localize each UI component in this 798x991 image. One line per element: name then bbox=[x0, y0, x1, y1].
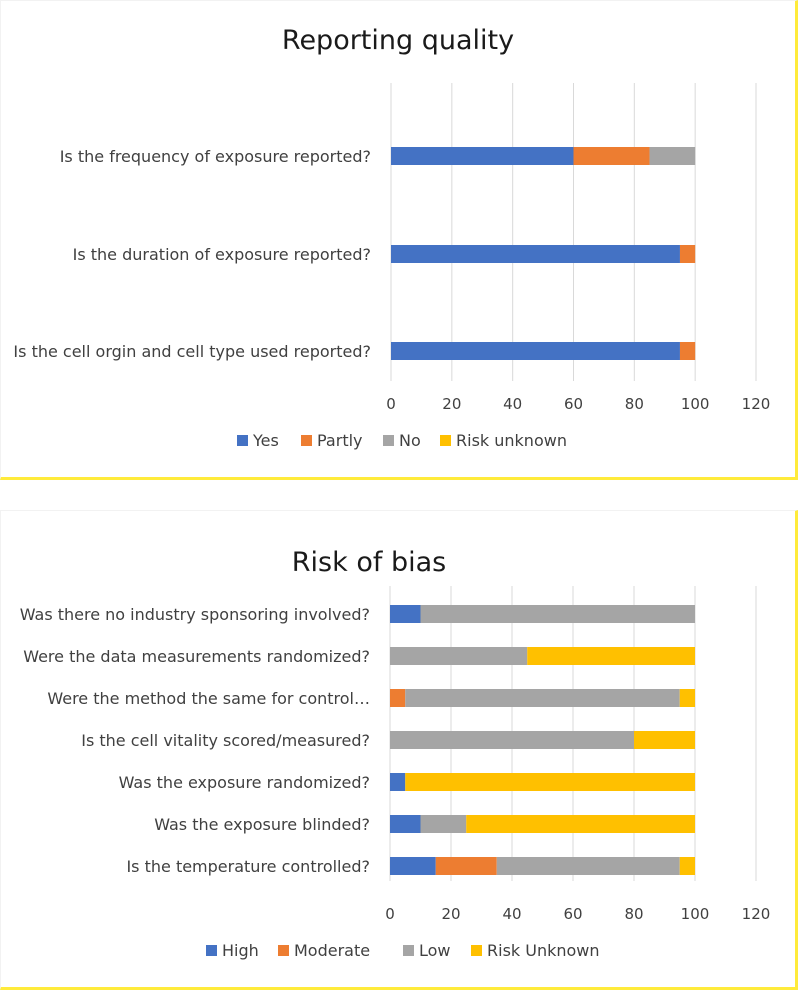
legend-swatch bbox=[301, 435, 312, 446]
risk-of-bias-chart: Risk of bias Was there no industry spons… bbox=[20, 547, 771, 960]
x-tick-label: 40 bbox=[503, 395, 522, 413]
x-tick-label: 60 bbox=[563, 905, 582, 923]
bar-segment bbox=[405, 773, 695, 791]
bar-segment bbox=[573, 147, 650, 165]
legend-swatch bbox=[206, 945, 217, 956]
bar-segment bbox=[390, 689, 406, 707]
bar-segment bbox=[679, 245, 696, 263]
bar-segment bbox=[391, 147, 574, 165]
bar-segment bbox=[390, 605, 421, 623]
legend-swatch bbox=[383, 435, 394, 446]
category-label: Was the exposure blinded? bbox=[154, 815, 370, 834]
bar-segment bbox=[391, 342, 680, 360]
legend-swatch bbox=[278, 945, 289, 956]
legend-label: Moderate bbox=[294, 941, 370, 960]
category-label: Was there no industry sponsoring involve… bbox=[20, 605, 370, 624]
bar-segment bbox=[420, 605, 695, 623]
category-label: Is the frequency of exposure reported? bbox=[60, 147, 371, 166]
legend-label: Partly bbox=[317, 431, 363, 450]
bar-segment bbox=[390, 857, 436, 875]
x-tick-label: 120 bbox=[742, 905, 771, 923]
legend-label: No bbox=[399, 431, 421, 450]
x-tick-label: 60 bbox=[564, 395, 583, 413]
chart-title: Reporting quality bbox=[282, 25, 514, 56]
category-label: Is the duration of exposure reported? bbox=[73, 245, 371, 264]
x-tick-label: 80 bbox=[624, 905, 643, 923]
legend-label: Risk Unknown bbox=[487, 941, 600, 960]
x-tick-label: 20 bbox=[441, 905, 460, 923]
category-label: Were the method the same for control… bbox=[47, 689, 370, 708]
x-tick-label: 0 bbox=[386, 395, 396, 413]
bar-segment bbox=[390, 773, 406, 791]
bar-segment bbox=[390, 731, 634, 749]
x-tick-label: 120 bbox=[742, 395, 771, 413]
bar-segment bbox=[527, 647, 695, 665]
bar-segment bbox=[405, 689, 680, 707]
bar-segment bbox=[679, 689, 695, 707]
bar-segment bbox=[391, 245, 680, 263]
category-label: Were the data measurements randomized? bbox=[23, 647, 370, 666]
bar-segment bbox=[679, 342, 696, 360]
x-tick-label: 20 bbox=[442, 395, 461, 413]
bar-segment bbox=[496, 857, 680, 875]
bar-segment bbox=[634, 731, 695, 749]
legend-label: High bbox=[222, 941, 259, 960]
reporting-quality-chart: Reporting quality Is the frequency of ex… bbox=[13, 25, 771, 450]
legend-swatch bbox=[237, 435, 248, 446]
category-label: Is the cell vitality scored/measured? bbox=[81, 731, 370, 750]
reporting-quality-chart-panel: Reporting quality Is the frequency of ex… bbox=[0, 0, 798, 480]
category-label: Is the temperature controlled? bbox=[126, 857, 370, 876]
legend-swatch bbox=[440, 435, 451, 446]
x-tick-label: 0 bbox=[385, 905, 395, 923]
legend-label: Risk unknown bbox=[456, 431, 567, 450]
x-tick-label: 100 bbox=[681, 905, 710, 923]
bar-segment bbox=[390, 647, 528, 665]
category-label: Is the cell orgin and cell type used rep… bbox=[13, 342, 371, 361]
x-tick-label: 80 bbox=[625, 395, 644, 413]
x-tick-label: 100 bbox=[681, 395, 710, 413]
x-tick-label: 40 bbox=[502, 905, 521, 923]
legend-label: Low bbox=[419, 941, 451, 960]
legend-label: Yes bbox=[252, 431, 279, 450]
bar-segment bbox=[679, 857, 695, 875]
bar-segment bbox=[466, 815, 695, 833]
legend-swatch bbox=[471, 945, 482, 956]
risk-of-bias-chart-panel: Risk of bias Was there no industry spons… bbox=[0, 510, 798, 990]
chart-title: Risk of bias bbox=[292, 547, 446, 578]
category-label: Was the exposure randomized? bbox=[119, 773, 370, 792]
bar-segment bbox=[420, 815, 467, 833]
bar-segment bbox=[435, 857, 497, 875]
bar-segment bbox=[390, 815, 421, 833]
legend-swatch bbox=[403, 945, 414, 956]
bar-segment bbox=[649, 147, 696, 165]
